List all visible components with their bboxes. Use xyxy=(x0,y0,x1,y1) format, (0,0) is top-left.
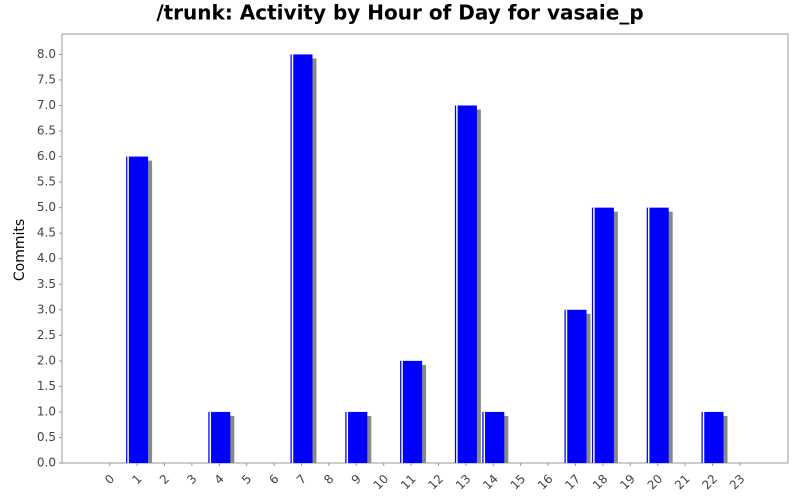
y-tick-label: 5.5 xyxy=(37,175,56,189)
bar xyxy=(290,54,313,464)
x-tick-label: 8 xyxy=(321,472,336,487)
x-tick-label: 5 xyxy=(239,472,254,487)
y-tick-label: 4.0 xyxy=(37,251,56,265)
x-tick-label: 23 xyxy=(727,472,748,493)
x-tick-label: 21 xyxy=(672,472,693,493)
chart-title: /trunk: Activity by Hour of Day for vasa… xyxy=(156,1,643,25)
x-tick-label: 16 xyxy=(535,472,556,493)
x-tick-label: 10 xyxy=(371,472,392,493)
x-tick-label: 2 xyxy=(157,472,172,487)
x-tick-label: 1 xyxy=(129,472,144,487)
bar xyxy=(454,105,477,463)
x-tick-label: 9 xyxy=(349,472,364,487)
y-tick-label: 0.5 xyxy=(37,430,56,444)
y-tick-label: 7.0 xyxy=(37,98,56,112)
y-tick-label: 1.5 xyxy=(37,379,56,393)
bar xyxy=(345,411,368,463)
bar xyxy=(701,411,724,463)
x-tick-label: 19 xyxy=(617,472,638,493)
y-tick-label: 4.5 xyxy=(37,226,56,240)
x-tick-label: 22 xyxy=(699,472,720,493)
bar xyxy=(208,411,231,463)
x-tick-label: 15 xyxy=(508,472,529,493)
y-tick-label: 2.5 xyxy=(37,328,56,342)
x-tick-label: 0 xyxy=(102,472,117,487)
y-tick-label: 8.0 xyxy=(37,47,56,61)
bar xyxy=(482,411,505,463)
x-tick-label: 7 xyxy=(294,472,309,487)
y-tick-label: 6.0 xyxy=(37,149,56,163)
bar xyxy=(564,309,587,463)
x-tick-label: 20 xyxy=(645,472,666,493)
x-tick-label: 3 xyxy=(184,472,199,487)
bar xyxy=(400,360,423,463)
y-tick-label: 6.5 xyxy=(37,124,56,138)
bar xyxy=(591,207,614,463)
y-tick-label: 2.0 xyxy=(37,353,56,367)
y-tick-label: 3.0 xyxy=(37,302,56,316)
y-tick-label: 1.0 xyxy=(37,404,56,418)
x-tick-label: 12 xyxy=(425,472,446,493)
x-tick-label: 17 xyxy=(562,472,583,493)
bar xyxy=(126,156,149,464)
x-tick-label: 11 xyxy=(398,472,419,493)
x-tick-label: 13 xyxy=(453,472,474,493)
y-tick-label: 7.5 xyxy=(37,72,56,86)
x-tick-label: 4 xyxy=(212,472,227,487)
y-tick-label: 3.5 xyxy=(37,277,56,291)
y-axis-label: Commits xyxy=(12,219,28,281)
bar xyxy=(646,207,669,463)
x-tick-label: 18 xyxy=(590,472,611,493)
x-tick-label: 6 xyxy=(266,472,281,487)
x-tick-label: 14 xyxy=(480,472,501,493)
y-tick-label: 0.0 xyxy=(37,456,56,470)
y-tick-label: 5.0 xyxy=(37,200,56,214)
